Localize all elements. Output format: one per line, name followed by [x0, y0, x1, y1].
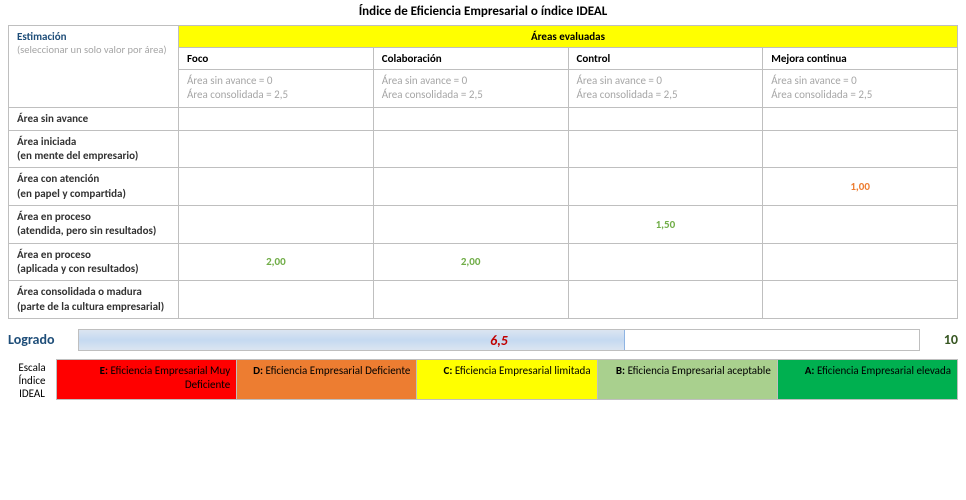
hint-colaboracion: Área sin avance = 0Área consolidada = 2,… [373, 70, 568, 108]
progress-bar: 6,5 [78, 329, 920, 351]
value-cell[interactable] [763, 206, 958, 244]
row-label: Área en proceso(aplicada y con resultado… [9, 243, 179, 281]
value-cell[interactable]: 2,00 [373, 243, 568, 281]
evaluation-table: Estimación (seleccionar un solo valor po… [8, 25, 958, 319]
areas-header: Áreas evaluadas [179, 26, 958, 48]
value-cell[interactable] [179, 168, 374, 206]
logrado-row: Logrado 6,5 10 [8, 329, 958, 351]
value-cell[interactable] [763, 281, 958, 319]
logrado-label: Logrado [8, 331, 78, 348]
value-cell[interactable] [373, 168, 568, 206]
value-cell[interactable] [568, 168, 763, 206]
value-cell[interactable] [373, 281, 568, 319]
hint-control: Área sin avance = 0Área consolidada = 2,… [568, 70, 763, 108]
value-cell[interactable] [373, 206, 568, 244]
scale-label: Escala Índice IDEAL [8, 359, 56, 401]
scale-cells: E: Eficiencia Empresarial Muy Deficiente… [56, 359, 958, 401]
scale-row: Escala Índice IDEAL E: Eficiencia Empres… [8, 359, 958, 401]
row-label: Área consolidada o madura(parte de la cu… [9, 281, 179, 319]
col-head-foco: Foco [179, 48, 374, 70]
table-row: Área iniciada(en mente del empresario) [9, 130, 958, 168]
col-head-mejora: Mejora continua [763, 48, 958, 70]
value-cell[interactable] [763, 243, 958, 281]
value-cell[interactable] [763, 130, 958, 168]
estimation-cell: Estimación (seleccionar un solo valor po… [9, 26, 179, 108]
value-cell[interactable]: 1,00 [763, 168, 958, 206]
scale-cell: D: Eficiencia Empresarial Deficiente [236, 360, 416, 400]
value-cell[interactable] [179, 130, 374, 168]
table-row: Área con atención(en papel y compartida)… [9, 168, 958, 206]
scale-cell: A: Eficiencia Empresarial elevada [777, 360, 957, 400]
row-label: Área iniciada(en mente del empresario) [9, 130, 179, 168]
estimation-sub: (seleccionar un solo valor por área) [17, 43, 167, 56]
value-cell[interactable] [763, 107, 958, 130]
value-cell[interactable] [568, 130, 763, 168]
col-head-colaboracion: Colaboración [373, 48, 568, 70]
table-row: Área en proceso(atendida, pero sin resul… [9, 206, 958, 244]
scale-cell: E: Eficiencia Empresarial Muy Deficiente [57, 360, 236, 400]
value-cell[interactable] [179, 206, 374, 244]
progress-max: 10 [928, 331, 958, 348]
value-cell[interactable] [373, 130, 568, 168]
row-label: Área sin avance [9, 107, 179, 130]
value-cell[interactable] [568, 107, 763, 130]
value-cell[interactable] [568, 281, 763, 319]
value-cell[interactable]: 2,00 [179, 243, 374, 281]
estimation-label: Estimación [17, 30, 67, 43]
scale-cell: B: Eficiencia Empresarial aceptable [597, 360, 777, 400]
progress-value: 6,5 [79, 330, 919, 352]
value-cell[interactable] [373, 107, 568, 130]
hint-foco: Área sin avance = 0Área consolidada = 2,… [179, 70, 374, 108]
value-cell[interactable] [179, 281, 374, 319]
row-label: Área en proceso(atendida, pero sin resul… [9, 206, 179, 244]
table-row: Área en proceso(aplicada y con resultado… [9, 243, 958, 281]
value-cell[interactable] [179, 107, 374, 130]
page-title: Índice de Eficiencia Empresarial o índic… [8, 4, 958, 19]
table-row: Área consolidada o madura(parte de la cu… [9, 281, 958, 319]
scale-cell: C: Eficiencia Empresarial limitada [416, 360, 596, 400]
hint-mejora: Área sin avance = 0Área consolidada = 2,… [763, 70, 958, 108]
table-row: Área sin avance [9, 107, 958, 130]
col-head-control: Control [568, 48, 763, 70]
row-label: Área con atención(en papel y compartida) [9, 168, 179, 206]
value-cell[interactable] [568, 243, 763, 281]
value-cell[interactable]: 1,50 [568, 206, 763, 244]
